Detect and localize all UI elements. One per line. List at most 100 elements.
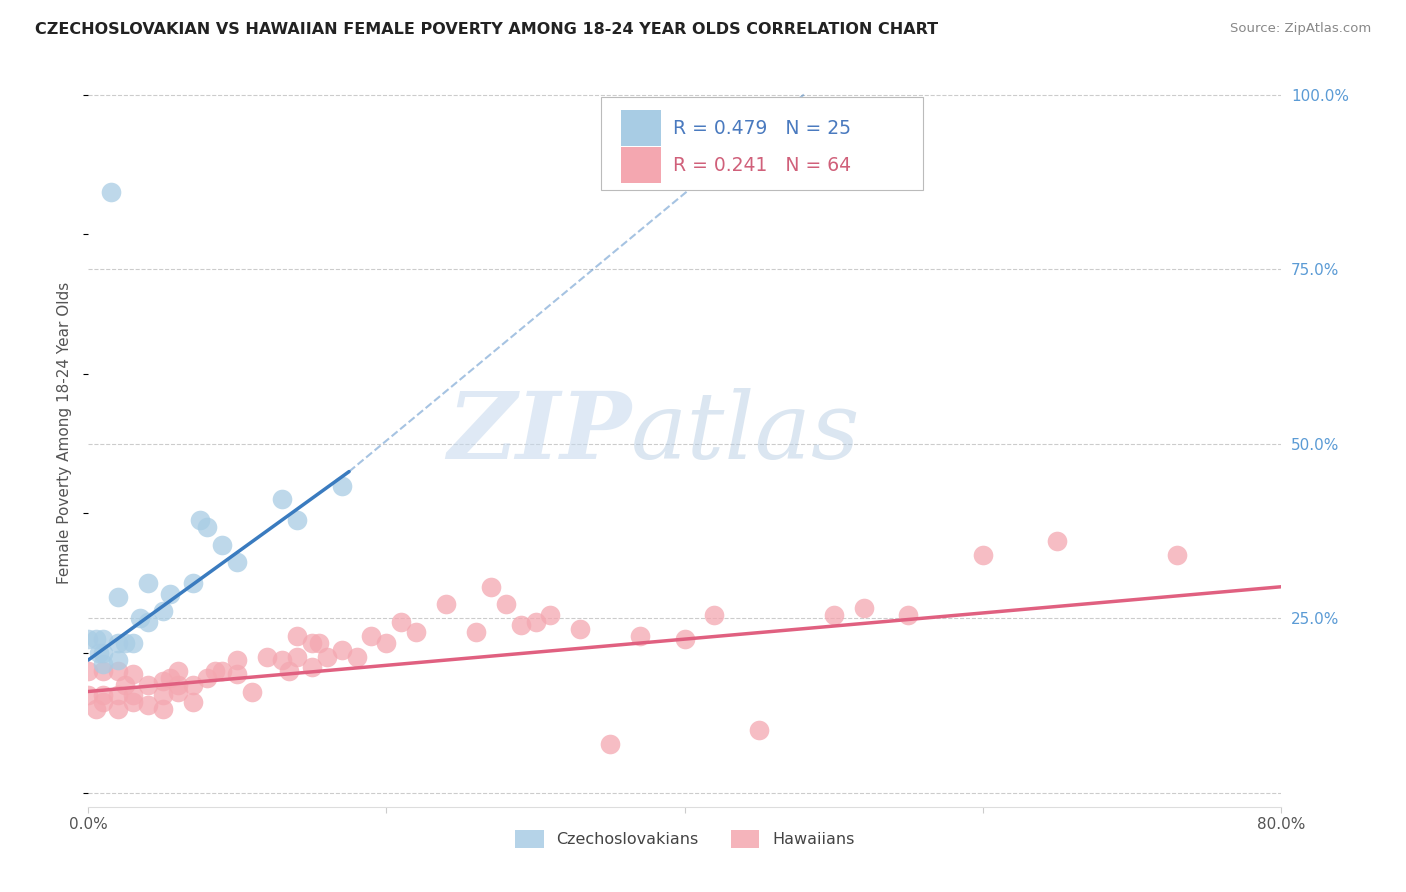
Point xyxy=(84,702,107,716)
Point xyxy=(285,629,308,643)
Point xyxy=(226,653,249,667)
Legend: Czechoslovakians, Hawaiians: Czechoslovakians, Hawaiians xyxy=(509,823,860,855)
Point xyxy=(852,600,875,615)
Point xyxy=(188,513,211,527)
Point xyxy=(628,629,651,643)
Point xyxy=(122,635,145,649)
Point xyxy=(972,549,994,563)
Text: R = 0.479   N = 25: R = 0.479 N = 25 xyxy=(672,119,851,137)
Point xyxy=(107,702,129,716)
Point xyxy=(301,635,323,649)
Point xyxy=(226,667,249,681)
Point xyxy=(271,492,294,507)
Point xyxy=(100,186,122,200)
Point xyxy=(122,667,145,681)
Point xyxy=(77,632,100,647)
Text: atlas: atlas xyxy=(631,388,860,478)
Point xyxy=(703,607,725,622)
Point xyxy=(114,635,136,649)
Point xyxy=(315,649,337,664)
Point xyxy=(226,555,249,569)
Point xyxy=(107,664,129,678)
Point xyxy=(152,702,174,716)
Point xyxy=(136,677,159,691)
Point xyxy=(748,723,770,737)
FancyBboxPatch shape xyxy=(602,97,924,190)
Point xyxy=(256,649,278,664)
Point xyxy=(389,615,412,629)
Point xyxy=(211,538,233,552)
Point xyxy=(1046,534,1069,549)
Point xyxy=(330,478,353,492)
Point xyxy=(569,622,592,636)
Point xyxy=(495,597,517,611)
Point xyxy=(77,664,100,678)
Point xyxy=(129,611,152,625)
FancyBboxPatch shape xyxy=(621,111,661,146)
Point xyxy=(278,664,301,678)
Text: Source: ZipAtlas.com: Source: ZipAtlas.com xyxy=(1230,22,1371,36)
Point xyxy=(524,615,547,629)
Point xyxy=(122,695,145,709)
Point xyxy=(240,684,263,698)
Point xyxy=(285,513,308,527)
Point xyxy=(166,684,188,698)
Point xyxy=(166,677,188,691)
Point xyxy=(464,625,486,640)
Point xyxy=(166,664,188,678)
Point xyxy=(159,671,181,685)
Point xyxy=(197,520,219,534)
Point xyxy=(136,576,159,591)
Text: CZECHOSLOVAKIAN VS HAWAIIAN FEMALE POVERTY AMONG 18-24 YEAR OLDS CORRELATION CHA: CZECHOSLOVAKIAN VS HAWAIIAN FEMALE POVER… xyxy=(35,22,938,37)
Point xyxy=(479,580,502,594)
Point xyxy=(197,671,219,685)
Point xyxy=(107,591,129,605)
Text: R = 0.241   N = 64: R = 0.241 N = 64 xyxy=(672,155,851,175)
Point xyxy=(509,618,531,632)
Point xyxy=(1166,549,1188,563)
Point xyxy=(87,646,110,660)
Point xyxy=(346,649,368,664)
Point xyxy=(136,615,159,629)
Point xyxy=(91,688,114,702)
Point xyxy=(897,607,920,622)
Point xyxy=(152,604,174,618)
Point xyxy=(375,635,398,649)
Point xyxy=(91,695,114,709)
Point xyxy=(136,698,159,713)
Point xyxy=(107,635,129,649)
Point xyxy=(152,673,174,688)
Point xyxy=(538,607,561,622)
Point xyxy=(107,688,129,702)
Point xyxy=(91,657,114,671)
Point xyxy=(181,695,204,709)
Point xyxy=(159,587,181,601)
Y-axis label: Female Poverty Among 18-24 Year Olds: Female Poverty Among 18-24 Year Olds xyxy=(58,282,72,584)
Point xyxy=(91,646,114,660)
Point xyxy=(181,576,204,591)
Point xyxy=(107,653,129,667)
Point xyxy=(434,597,457,611)
Point xyxy=(84,632,107,647)
Point xyxy=(823,607,845,622)
Point xyxy=(91,632,114,647)
Point xyxy=(204,664,226,678)
Point xyxy=(211,664,233,678)
Point xyxy=(114,677,136,691)
Point xyxy=(673,632,696,647)
Point xyxy=(360,629,382,643)
Point xyxy=(405,625,427,640)
Point xyxy=(91,664,114,678)
Point xyxy=(77,688,100,702)
Point xyxy=(330,642,353,657)
Point xyxy=(122,688,145,702)
FancyBboxPatch shape xyxy=(621,147,661,183)
Point xyxy=(271,653,294,667)
Point xyxy=(599,737,621,751)
Point xyxy=(308,635,330,649)
Point xyxy=(285,649,308,664)
Text: ZIP: ZIP xyxy=(447,388,631,478)
Point xyxy=(152,688,174,702)
Point xyxy=(181,677,204,691)
Point xyxy=(301,660,323,674)
